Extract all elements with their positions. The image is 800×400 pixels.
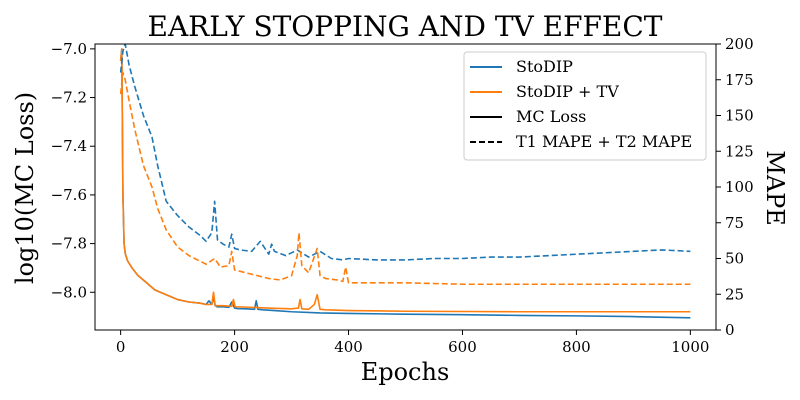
- y2-tick-label: 175: [725, 71, 754, 89]
- series-line-3: [119, 44, 691, 261]
- y-tick-label: −7.6: [51, 186, 87, 204]
- y2-tick-label: 200: [725, 35, 754, 53]
- legend-box: [463, 51, 707, 161]
- y-tick-label: −8.0: [51, 283, 87, 301]
- y2-tick-label: 50: [725, 250, 744, 268]
- y-tick-label: −7.0: [51, 40, 87, 58]
- x-tick-label: 600: [448, 338, 477, 356]
- series-line-2: [119, 48, 691, 313]
- x-tick-label: 200: [220, 338, 249, 356]
- legend-label: StoDIP: [516, 57, 573, 76]
- x-tick-label: 0: [116, 338, 126, 356]
- x-axis-label: Epochs: [361, 358, 450, 386]
- y2-tick-label: 0: [725, 321, 735, 339]
- y2-tick-label: 150: [725, 107, 754, 125]
- y2-tick-label: 125: [725, 142, 754, 160]
- y2-tick-label: 75: [725, 214, 744, 232]
- y-axis-left: −7.0 −7.2 −7.4 −7.6 −7.8 −8.0: [51, 40, 95, 301]
- x-tick-label: 1000: [671, 338, 709, 356]
- y-tick-label: −7.2: [51, 89, 87, 107]
- x-tick-label: 800: [562, 338, 591, 356]
- y-axis-label: log10(MC Loss): [11, 92, 39, 284]
- series-layer: [119, 44, 691, 319]
- legend-label: MC Loss: [516, 107, 586, 126]
- x-tick-label: 400: [334, 338, 363, 356]
- legend: StoDIP StoDIP + TV MC Loss T1 MAPE + T2 MAP…: [463, 51, 707, 161]
- y2-tick-label: 100: [725, 178, 754, 196]
- chart-title: EARLY STOPPING AND TV EFFECT: [148, 10, 663, 43]
- y-tick-label: −7.8: [51, 235, 87, 253]
- y2-tick-label: 25: [725, 285, 744, 303]
- y2-axis-label: MAPE: [761, 150, 789, 226]
- y-axis-right: 0 25 50 75 100 125 150 175 200: [716, 35, 754, 339]
- y-tick-label: −7.4: [51, 137, 87, 155]
- legend-label: StoDIP + TV: [516, 82, 619, 101]
- x-axis: 0 200 400 600 800 1000: [116, 330, 709, 356]
- series-line-4: [119, 71, 691, 286]
- legend-label: T1 MAPE + T2 MAPE: [516, 132, 692, 151]
